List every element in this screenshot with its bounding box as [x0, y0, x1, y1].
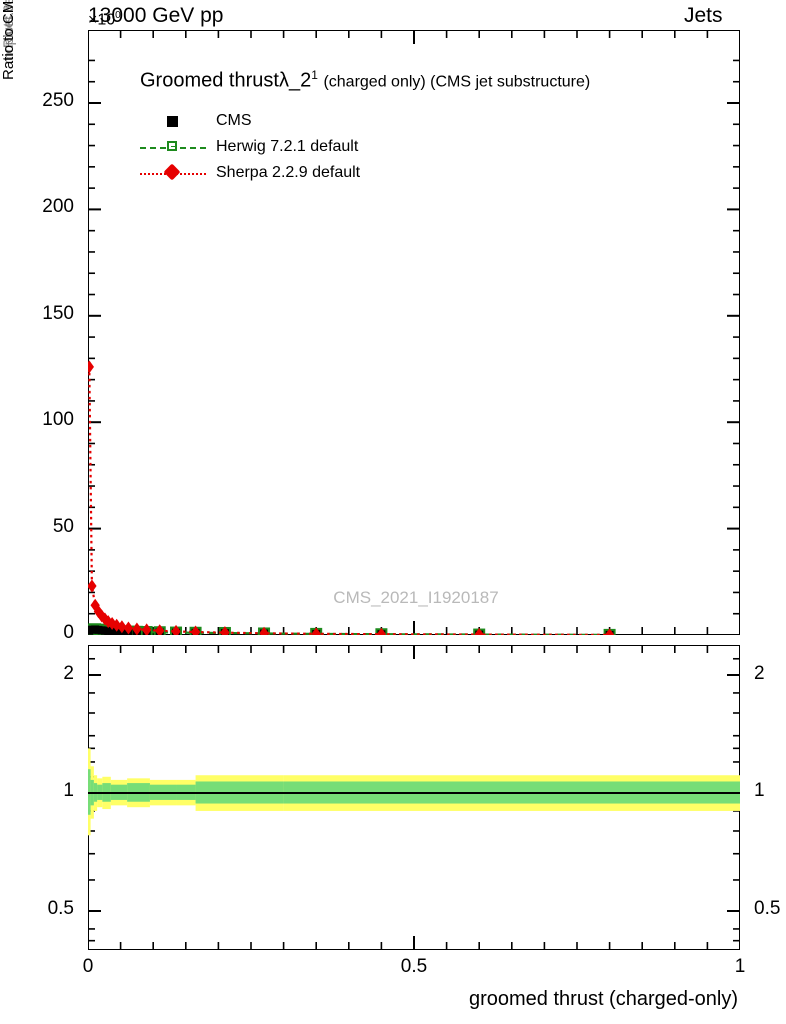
ratio-y-tick-label: 0.5 [47, 898, 74, 919]
legend-item-herwig[interactable]: Herwig 7.2.1 default [140, 134, 360, 160]
y-scale-factor: ×100 [88, 10, 121, 29]
plot-title: Groomed thrustλ_21 (charged only) (CMS j… [140, 68, 591, 92]
legend-item-cms[interactable]: CMS [140, 108, 360, 134]
sherpa-marker-icon [140, 163, 206, 183]
ratio-axis-title: Ratio to CMS [0, 0, 17, 80]
analysis-watermark: CMS_2021_I1920187 [333, 588, 499, 607]
ratio-y-tick-label: 1 [63, 780, 74, 801]
ratio-y-tick-label-right: 0.5 [754, 898, 781, 919]
ratio-plot-canvas [88, 645, 740, 950]
ratio-y-tick-label-right: 1 [754, 780, 765, 801]
legend: CMS Herwig 7.2.1 default Sherpa 2.2.9 de… [140, 108, 360, 186]
cms-marker-icon [140, 111, 206, 131]
beam-energy-label: 13000 GeV pp [88, 4, 224, 27]
herwig-marker-icon [140, 137, 206, 157]
y-tick-label: 0 [63, 622, 74, 643]
x-tick-label: 0.5 [400, 956, 428, 977]
y-tick-label: 200 [42, 196, 74, 217]
y-tick-label: 250 [42, 90, 74, 111]
legend-item-sherpa[interactable]: Sherpa 2.2.9 default [140, 160, 360, 186]
main-plot-canvas [88, 30, 740, 635]
legend-label: Sherpa 2.2.9 default [216, 164, 361, 181]
legend-label: CMS [216, 112, 252, 129]
x-tick-label: 1 [734, 956, 746, 977]
analysis-category-label: Jets [684, 4, 723, 27]
ratio-y-tick-label-right: 2 [754, 663, 765, 684]
ratio-y-tick-label: 2 [63, 663, 74, 684]
legend-label: Herwig 7.2.1 default [216, 138, 359, 155]
y-tick-label: 150 [42, 303, 74, 324]
y-tick-label: 100 [42, 409, 74, 430]
y-tick-label: 50 [52, 516, 74, 537]
x-tick-label: 0 [82, 956, 94, 977]
x-axis-title: groomed thrust (charged-only) [468, 988, 738, 1010]
